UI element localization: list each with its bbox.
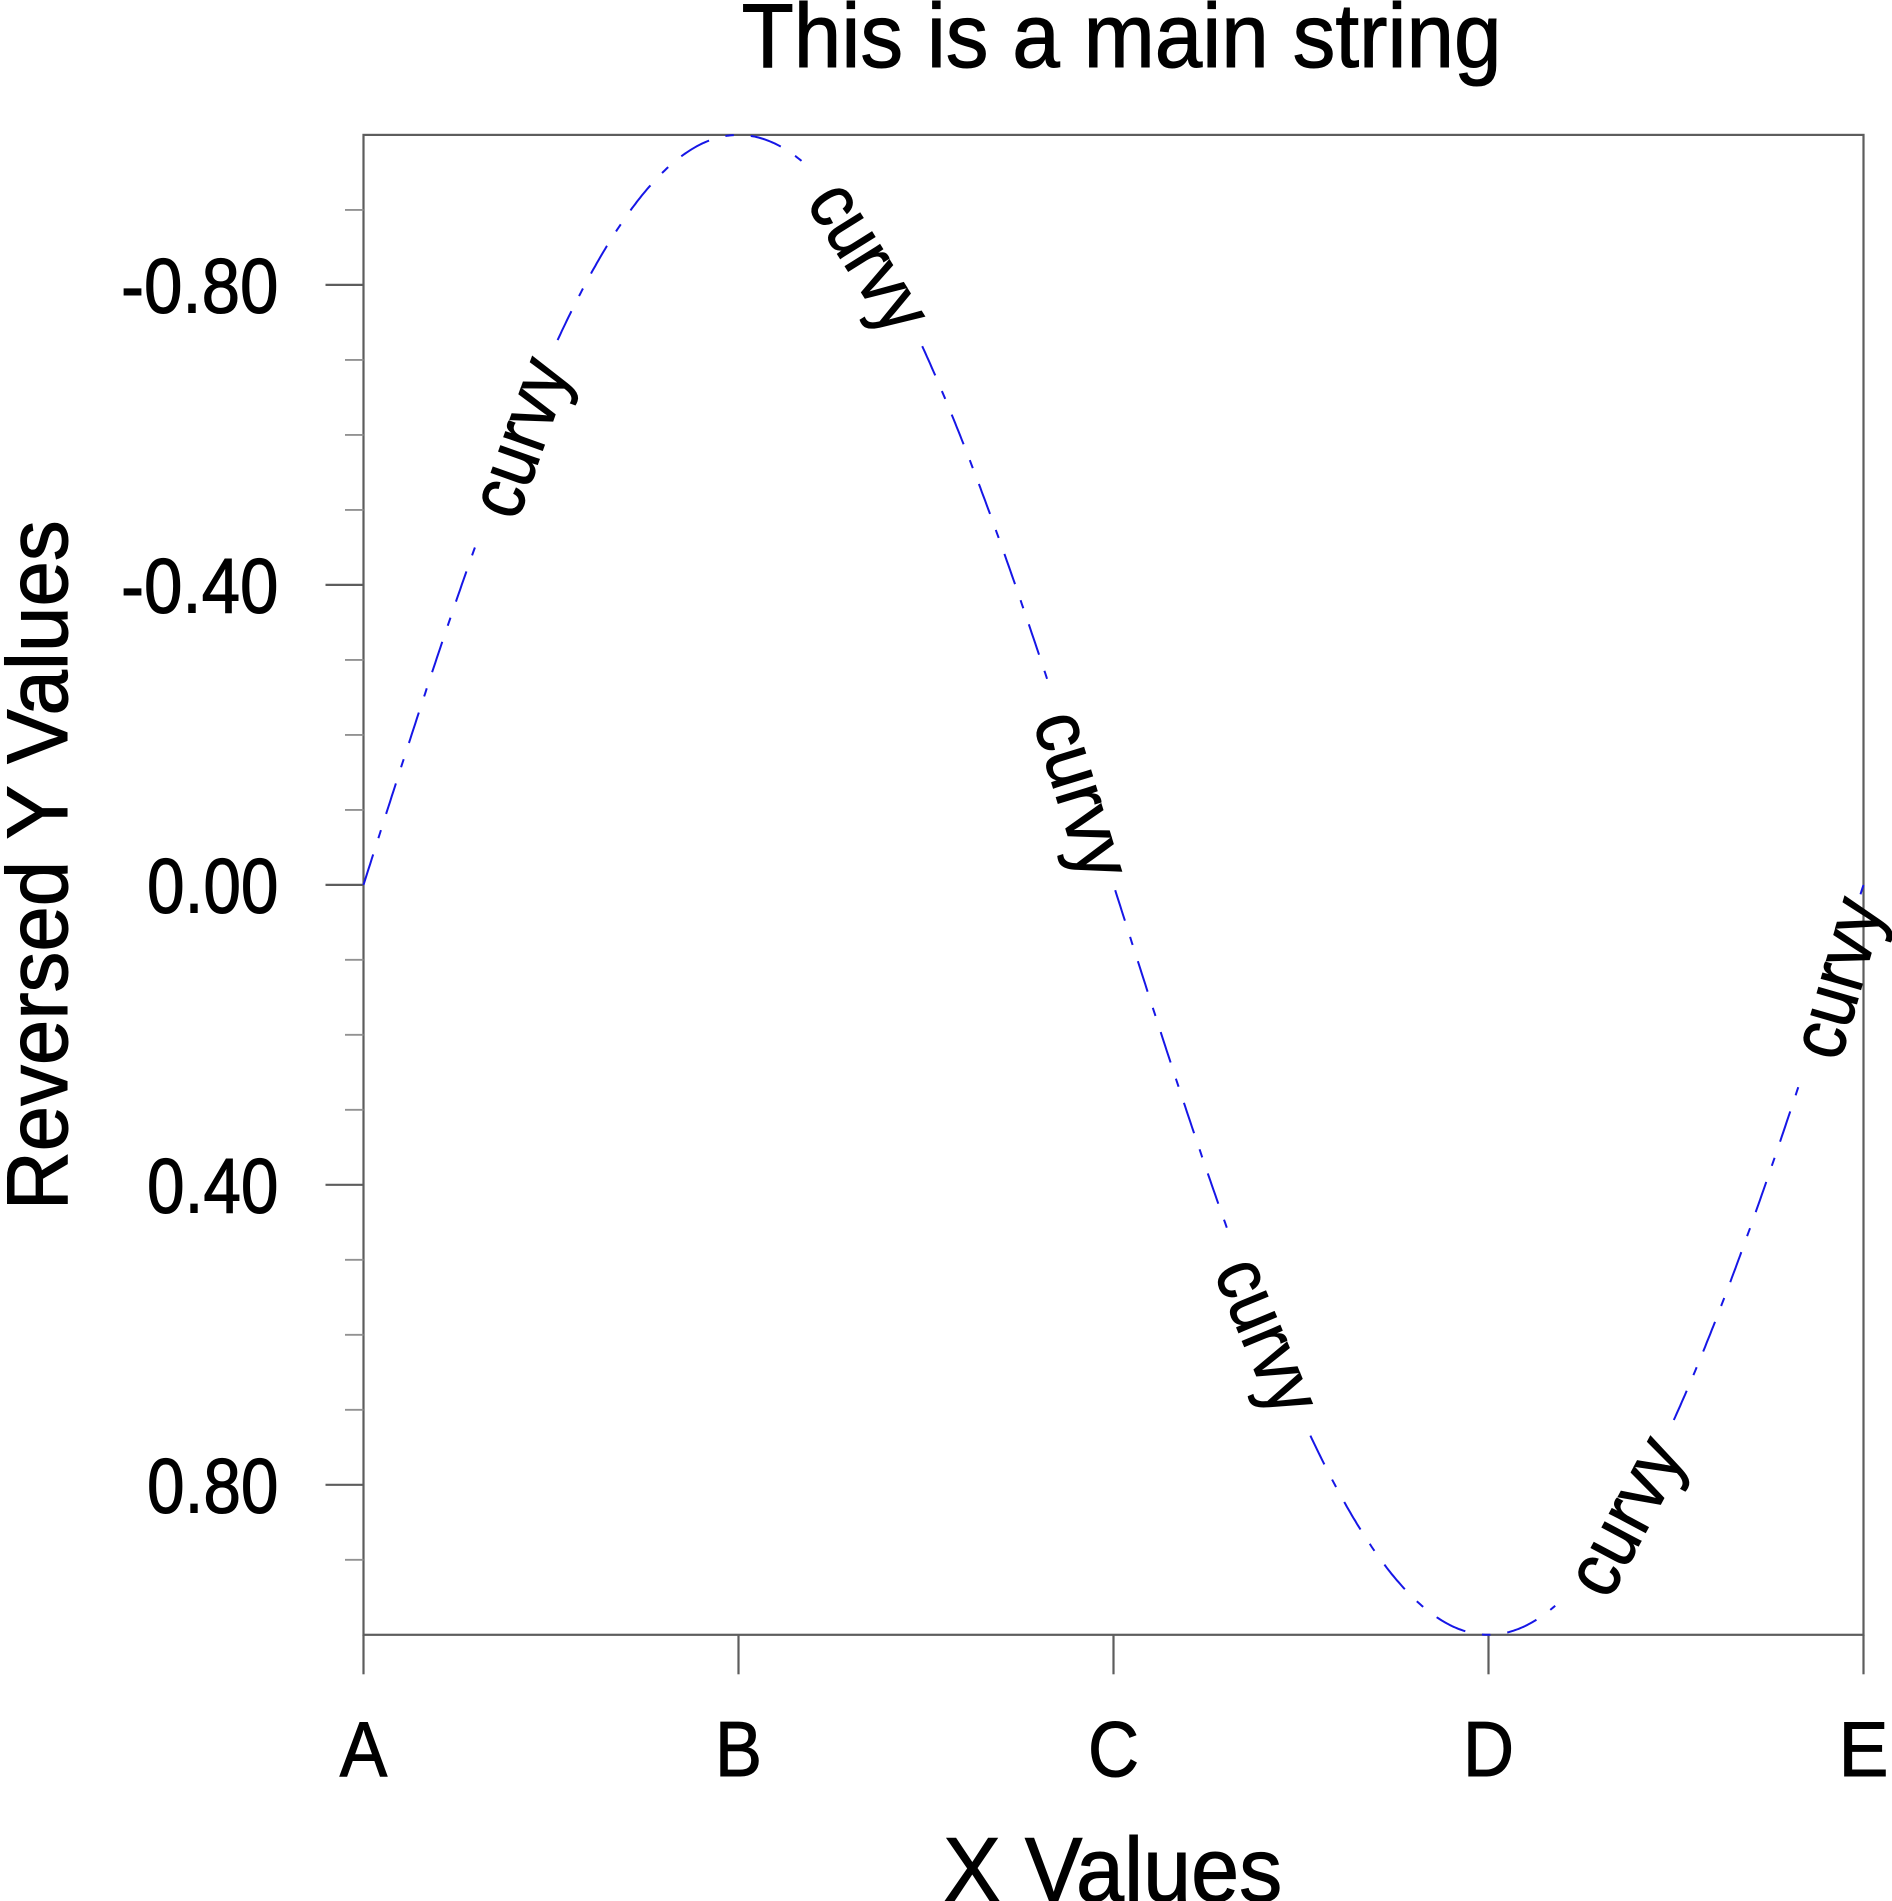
svg-text:D: D [1463, 1707, 1514, 1793]
svg-text:Reversed Y Values: Reversed Y Values [0, 520, 86, 1210]
svg-text:B: B [715, 1707, 762, 1793]
svg-text:0.80: 0.80 [147, 1444, 279, 1530]
svg-text:X Values: X Values [943, 1820, 1282, 1901]
svg-text:0.40: 0.40 [147, 1144, 279, 1230]
svg-text:C: C [1088, 1707, 1139, 1793]
svg-text:This is a main string: This is a main string [742, 0, 1502, 87]
svg-text:-0.40: -0.40 [121, 544, 279, 630]
svg-text:A: A [340, 1707, 388, 1793]
svg-text:0.00: 0.00 [147, 844, 279, 930]
svg-text:-0.80: -0.80 [121, 244, 279, 330]
svg-text:E: E [1839, 1707, 1889, 1793]
